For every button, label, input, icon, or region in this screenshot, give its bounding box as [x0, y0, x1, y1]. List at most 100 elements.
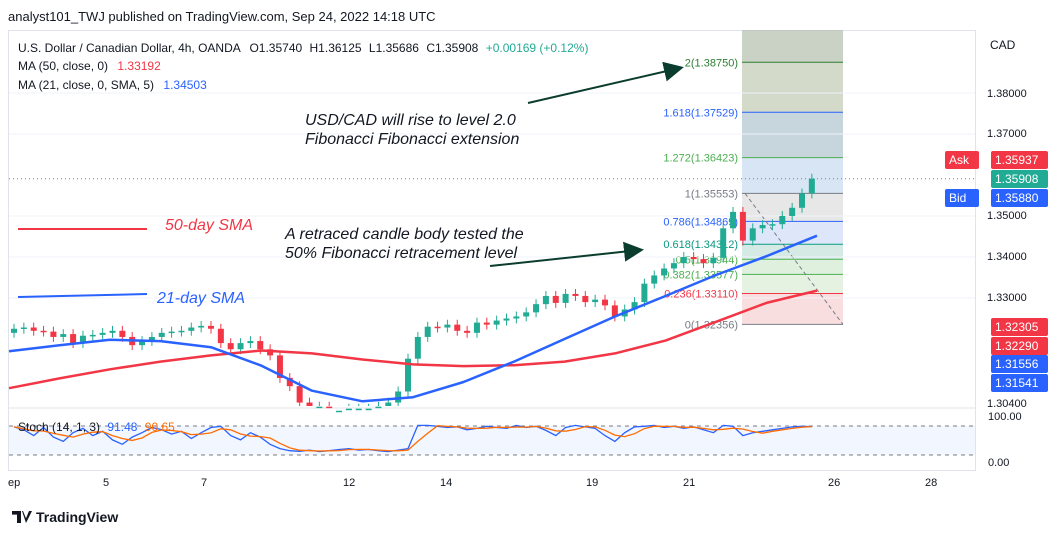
candle-body	[247, 341, 254, 344]
candle-body	[70, 334, 77, 344]
candle-body	[345, 408, 352, 411]
fib-band	[742, 30, 843, 63]
candle-body	[79, 335, 86, 344]
candle-body	[454, 324, 461, 331]
fib-level-label: 0.786(1.34869)	[663, 216, 738, 228]
fib-band	[742, 221, 843, 245]
candle-body	[552, 295, 559, 303]
candle-body	[109, 330, 116, 333]
fib-band	[742, 293, 843, 325]
candle-body	[40, 330, 47, 333]
ask-label: Ask	[945, 151, 979, 169]
ask-value: 1.35937	[991, 151, 1048, 169]
change-value: +0.00169 (+0.12%)	[485, 41, 589, 55]
fib-band	[742, 112, 843, 158]
time-tick: ep	[8, 477, 21, 489]
candle-body	[99, 332, 106, 335]
candle-body	[434, 326, 441, 329]
open-value: O1.35740	[249, 41, 303, 55]
candle-body	[572, 293, 579, 296]
candle-body	[769, 224, 776, 226]
price-tick: 1.37000	[987, 128, 1027, 140]
candle-body	[739, 211, 746, 241]
candles	[11, 173, 815, 413]
candle-body	[464, 330, 471, 333]
candle-body	[188, 327, 195, 331]
candle-body	[227, 343, 234, 350]
candle-body	[257, 341, 264, 350]
time-tick: 19	[586, 477, 599, 489]
stoch-legend[interactable]: Stoch (14, 1, 3) 91.48 90.65	[18, 420, 175, 434]
price-tick: 1.33000	[987, 292, 1027, 304]
candle-body	[296, 386, 303, 403]
candle-body	[602, 299, 608, 306]
candle-body	[670, 263, 677, 269]
ma21-line	[8, 234, 818, 403]
candle-body	[473, 322, 480, 333]
candle-body	[611, 305, 618, 317]
candle-body	[631, 302, 638, 310]
candle-body	[336, 410, 343, 413]
ma21-badge: 1.31556	[991, 355, 1048, 373]
ma50-value: 1.33192	[117, 59, 161, 73]
ma21-value: 1.34503	[163, 78, 207, 92]
candle-body	[562, 293, 569, 303]
fib-level-label: 0.236(1.33110)	[664, 288, 738, 300]
stoch-tick-0: 0.00	[988, 457, 1010, 469]
candle-body	[710, 257, 717, 264]
stoch-label: Stoch (14, 1, 3)	[18, 420, 101, 434]
annotation-overlay: USD/CAD will rise to level 2.0 Fibonacci …	[17, 61, 684, 307]
candle-body	[641, 283, 648, 303]
price-tick: 1.34000	[987, 251, 1027, 263]
candle-body	[730, 211, 737, 229]
candle-body	[749, 228, 756, 241]
candle-body	[582, 295, 589, 303]
rise-annotation-line1: USD/CAD will rise to level 2.0	[305, 112, 516, 129]
ma21-legend[interactable]: MA (21, close, 0, SMA, 5) 1.34503	[18, 78, 207, 92]
candle-body	[700, 259, 707, 264]
candle-body	[306, 402, 313, 406]
stoch-d-line	[13, 425, 812, 452]
candle-body	[20, 327, 27, 330]
ma50-badge-2: 1.32290	[991, 337, 1048, 355]
candle-body	[217, 328, 224, 344]
candle-body	[414, 336, 421, 359]
candle-body	[759, 225, 766, 229]
candle-body	[30, 327, 37, 331]
fib-level-label: 0.618(1.34312)	[663, 239, 738, 251]
fib-level-label: 0.382(1.33577)	[663, 269, 738, 281]
tradingview-brand[interactable]: TradingView	[12, 509, 118, 525]
symbol-legend[interactable]: U.S. Dollar / Canadian Dollar, 4h, OANDA…	[18, 41, 588, 55]
fib-band	[742, 259, 843, 275]
time-tick: 14	[440, 477, 453, 489]
candle-body	[316, 406, 323, 409]
ma21-label: MA (21, close, 0, SMA, 5)	[18, 78, 155, 92]
fib-trend-line	[744, 193, 844, 325]
sma50-annotation: 50-day SMA	[165, 217, 253, 234]
candle-body	[355, 408, 362, 411]
symbol-name: U.S. Dollar / Canadian Dollar, 4h, OANDA	[18, 41, 241, 55]
ma50-legend[interactable]: MA (50, close, 0) 1.33192	[18, 59, 161, 73]
time-tick: 26	[828, 477, 841, 489]
low-value: L1.35686	[368, 41, 419, 55]
chart-pane[interactable]	[8, 30, 976, 471]
candle-body	[523, 312, 530, 317]
time-tick: 12	[343, 477, 356, 489]
time-tick: 5	[103, 477, 110, 489]
time-tick: 7	[201, 477, 208, 489]
fib-level-label: 1(1.35553)	[685, 188, 738, 200]
currency-label: CAD	[990, 38, 1016, 52]
arrow-to-retracement	[489, 241, 644, 267]
candle-body	[799, 193, 805, 208]
candle-body	[779, 216, 786, 225]
fib-level-label: 1.618(1.37529)	[663, 107, 738, 119]
candle-body	[326, 406, 333, 409]
candle-body	[651, 275, 658, 284]
fib-band	[742, 274, 843, 294]
candle-body	[483, 322, 490, 325]
bid-value: 1.35880	[991, 189, 1048, 207]
fibonacci-zone: 2(1.38750) 1.618(1.37529) 1.272(1.36423) 1(…	[663, 30, 844, 331]
rise-annotation-line2: Fibonacci Fibonacci extension	[305, 131, 519, 148]
candle-body	[444, 324, 451, 328]
